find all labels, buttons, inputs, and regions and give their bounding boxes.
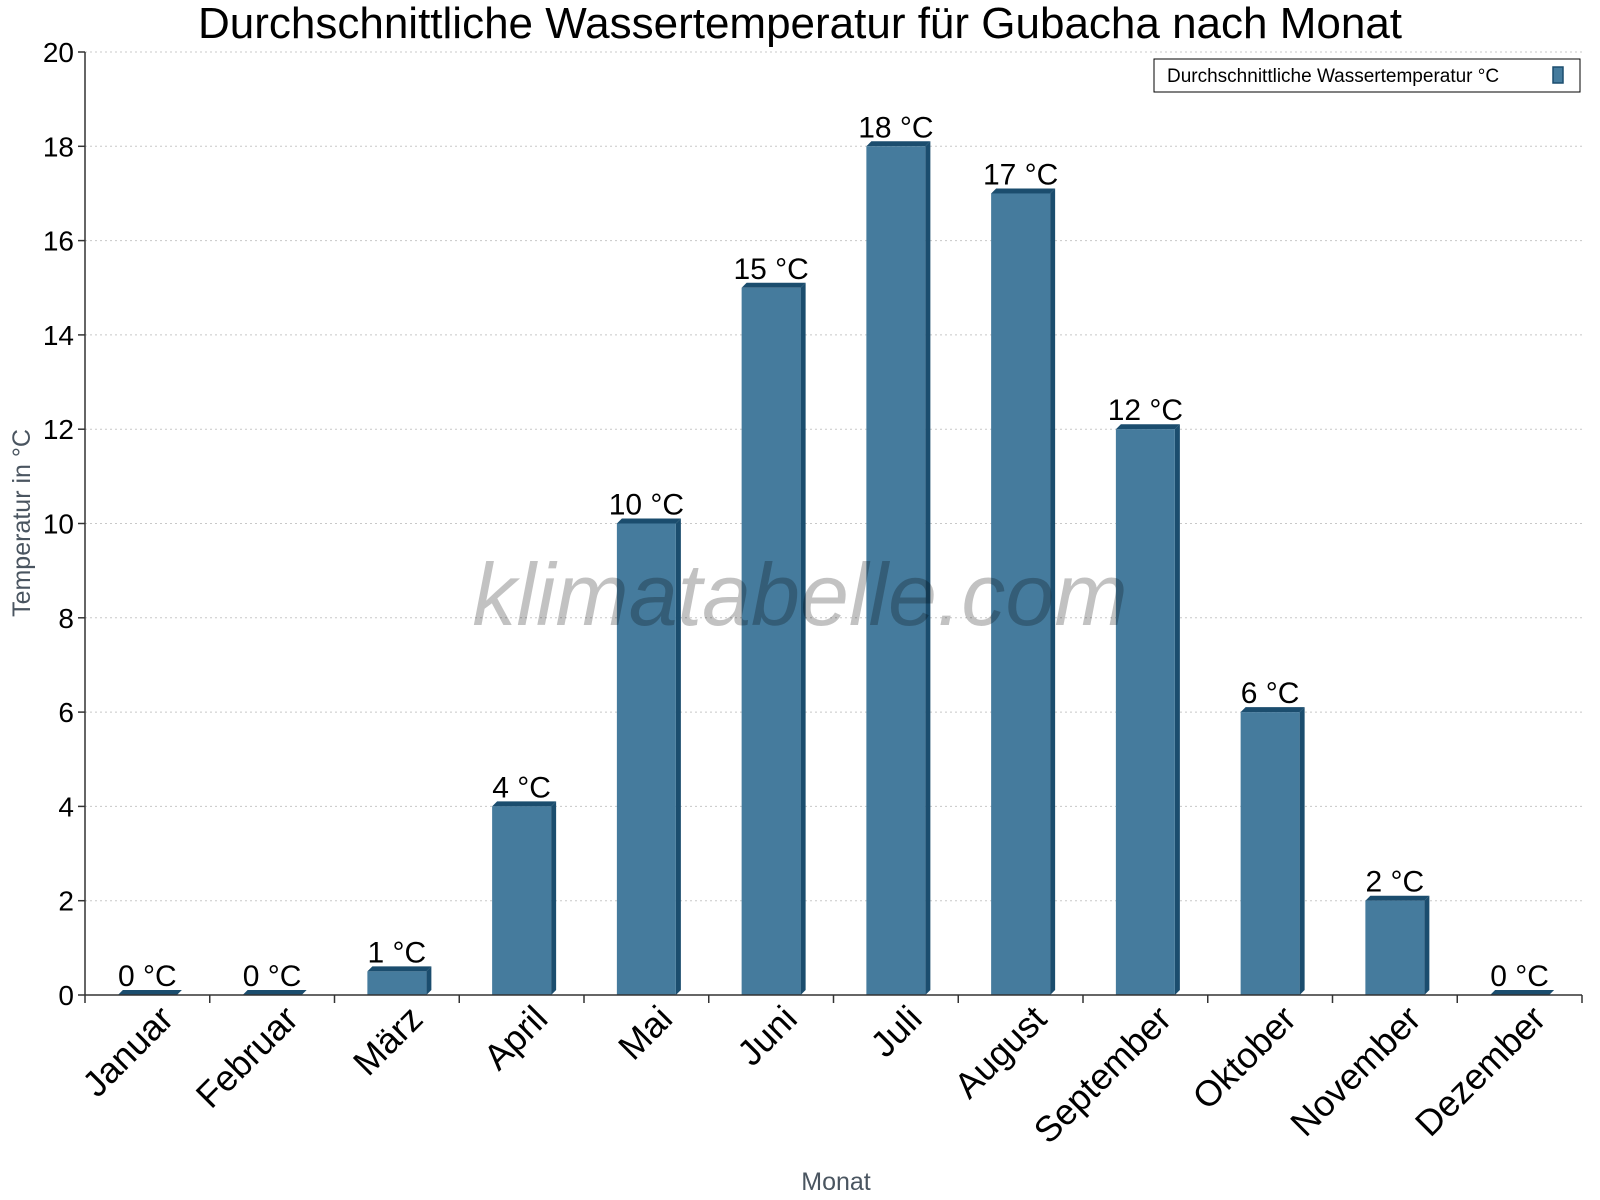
bar bbox=[866, 141, 931, 996]
y-tick-label: 2 bbox=[58, 886, 74, 917]
bar-face bbox=[866, 146, 926, 996]
bar-side bbox=[675, 518, 681, 995]
bar-face bbox=[991, 193, 1051, 995]
x-tick-label: Oktober bbox=[1184, 998, 1304, 1118]
y-tick-label: 6 bbox=[58, 697, 74, 728]
data-label: 15 °C bbox=[733, 253, 808, 286]
y-tick-label: 14 bbox=[43, 320, 74, 351]
x-tick-label: Mai bbox=[610, 998, 680, 1068]
data-label: 2 °C bbox=[1366, 866, 1425, 899]
y-tick-label: 12 bbox=[43, 414, 74, 445]
bar-side bbox=[1050, 188, 1056, 995]
x-tick-label: Juli bbox=[862, 998, 929, 1065]
bar-side bbox=[925, 141, 931, 996]
data-label: 0 °C bbox=[1490, 960, 1549, 993]
bar bbox=[991, 188, 1056, 995]
watermark: klimatabelle.com bbox=[472, 545, 1127, 644]
legend-swatch bbox=[1552, 66, 1564, 84]
bar-face bbox=[367, 971, 427, 995]
data-label: 0 °C bbox=[243, 960, 302, 993]
data-label: 17 °C bbox=[983, 158, 1058, 191]
bar bbox=[367, 966, 432, 995]
bars bbox=[117, 141, 1555, 996]
bar-top bbox=[1240, 707, 1305, 713]
y-ticks: 0 2 4 6 8 10 12 14 16 18 20 bbox=[43, 37, 85, 1011]
data-label: 4 °C bbox=[492, 771, 551, 804]
bar-top bbox=[242, 990, 307, 995]
bar-side bbox=[1299, 707, 1305, 995]
x-tick-label: Januar bbox=[74, 998, 181, 1105]
bar-face bbox=[1115, 429, 1175, 995]
axes bbox=[84, 52, 1582, 996]
x-tick-label: August bbox=[946, 998, 1054, 1106]
legend-label: Durchschnittliche Wassertemperatur °C bbox=[1167, 66, 1499, 87]
bar-face bbox=[1240, 712, 1300, 995]
bar-side bbox=[1424, 895, 1430, 995]
bar bbox=[616, 518, 681, 995]
bar bbox=[242, 990, 307, 995]
bar-face bbox=[741, 287, 801, 995]
y-tick-label: 10 bbox=[43, 509, 74, 540]
data-label: 10 °C bbox=[609, 489, 684, 522]
x-axis-label: Monat bbox=[801, 1168, 871, 1196]
bar-side bbox=[1174, 424, 1180, 995]
bar-face bbox=[1365, 900, 1425, 995]
y-tick-label: 16 bbox=[43, 226, 74, 257]
bar-top bbox=[367, 966, 432, 972]
x-tick-label: Februar bbox=[188, 998, 306, 1116]
data-label: 12 °C bbox=[1108, 394, 1183, 427]
bar-top bbox=[866, 141, 931, 147]
legend-box bbox=[1153, 58, 1581, 93]
bar-top bbox=[492, 801, 557, 807]
data-label: 6 °C bbox=[1241, 677, 1300, 710]
y-tick-label: 8 bbox=[58, 603, 74, 634]
chart-title: Durchschnittliche Wassertemperatur für G… bbox=[198, 0, 1402, 48]
y-tick-label: 4 bbox=[58, 791, 74, 822]
x-tick-label: September bbox=[1026, 998, 1180, 1152]
x-tick-label: Juni bbox=[729, 998, 805, 1074]
data-label: 18 °C bbox=[858, 111, 933, 144]
bar-face bbox=[492, 806, 552, 995]
grid-lines bbox=[85, 51, 1582, 902]
y-axis-label: Temperatur in °C bbox=[8, 429, 36, 617]
bar bbox=[741, 282, 806, 995]
y-tick-label: 0 bbox=[58, 980, 74, 1011]
data-labels: 0 °C 0 °C 1 °C 4 °C 10 °C 15 °C 18 °C 17 °C 12 °… bbox=[118, 111, 1549, 993]
x-tick-label: April bbox=[475, 998, 555, 1078]
data-label: 0 °C bbox=[118, 960, 177, 993]
bar bbox=[117, 990, 182, 995]
x-ticks: Januar Februar März April Mai Juni Juli AugustS… bbox=[74, 995, 1583, 1152]
y-tick-label: 20 bbox=[43, 37, 74, 68]
x-tick-label: März bbox=[345, 998, 431, 1084]
x-tick-label: November bbox=[1282, 998, 1428, 1144]
x-tick-label: Dezember bbox=[1407, 998, 1553, 1144]
bar-top bbox=[1115, 424, 1180, 430]
bar-top bbox=[117, 990, 182, 995]
bar bbox=[1115, 424, 1180, 995]
bar-top bbox=[1490, 990, 1555, 995]
bar-side bbox=[551, 801, 557, 995]
bar bbox=[492, 801, 557, 995]
bar bbox=[1490, 990, 1555, 995]
y-tick-label: 18 bbox=[43, 131, 74, 162]
bar-top bbox=[616, 518, 681, 524]
bar-top bbox=[991, 188, 1056, 194]
bar-side bbox=[800, 282, 806, 995]
data-label: 1 °C bbox=[368, 936, 427, 969]
bar-side bbox=[426, 966, 432, 995]
bar-top bbox=[741, 282, 806, 288]
bar-face bbox=[616, 523, 676, 995]
bar bbox=[1365, 895, 1430, 995]
bar bbox=[1240, 707, 1305, 995]
legend: Durchschnittliche Wassertemperatur °C bbox=[1153, 58, 1581, 93]
bar-top bbox=[1365, 895, 1430, 901]
